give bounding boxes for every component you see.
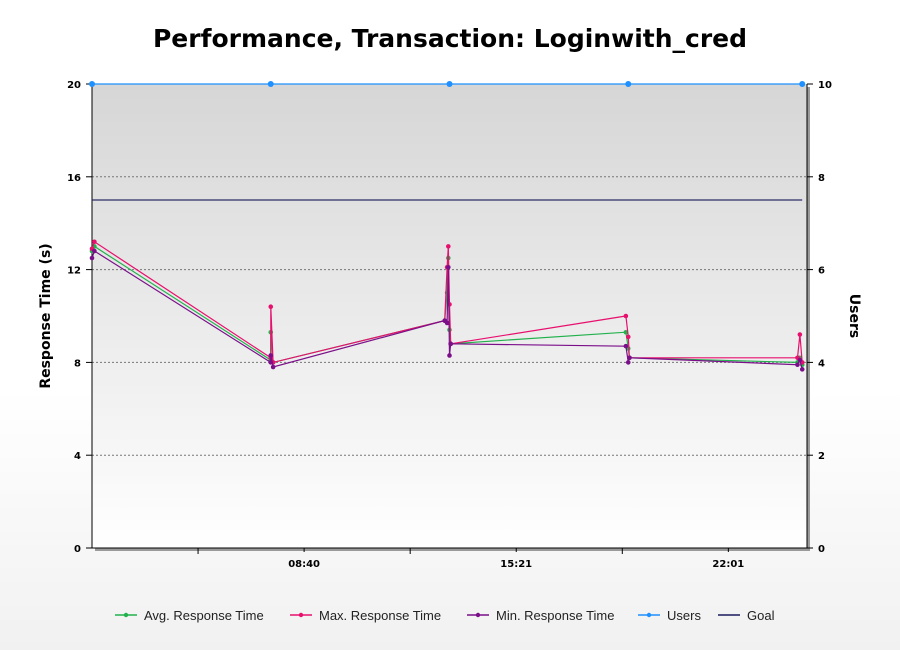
- x-tick-label: 15:21: [500, 559, 532, 570]
- data-point-users: [267, 81, 274, 87]
- data-point-min-response-time: [799, 367, 805, 372]
- legend-label-goal: Goal: [747, 608, 775, 623]
- data-point-min-response-time: [89, 255, 95, 261]
- legend-item-goal: Goal: [718, 608, 775, 623]
- data-point-min-response-time: [268, 353, 274, 358]
- data-point-users: [446, 81, 453, 87]
- y-tick-label: 20: [67, 80, 81, 91]
- y2-tick-label: 10: [818, 80, 832, 91]
- legend-item-avg-response-time: Avg. Response Time: [115, 608, 264, 623]
- y2-tick-label: 0: [818, 544, 825, 555]
- data-point-max-response-time: [797, 332, 803, 337]
- data-point-max-response-time: [268, 304, 274, 310]
- data-point-min-response-time: [268, 360, 274, 365]
- data-point-min-response-time: [447, 353, 452, 358]
- tick-labels: 0 4 8 12 16 20 0 2 4 6 8 10 08:40 15:21 22:01: [67, 80, 832, 570]
- legend-marker-min-response-time: [475, 612, 481, 618]
- data-point-users: [799, 81, 806, 87]
- legend: Avg. Response Time Max. Response Time Min.…: [115, 608, 775, 623]
- series-users: [89, 81, 806, 87]
- legend-item-users: Users: [638, 608, 701, 623]
- data-point-min-response-time: [795, 362, 800, 368]
- x-tick-label: 08:40: [288, 559, 320, 570]
- data-point-avg-response-time: [623, 329, 629, 335]
- legend-label-users: Users: [667, 608, 701, 623]
- data-point-max-response-time: [92, 239, 97, 245]
- legend-item-min-response-time: Min. Response Time: [467, 608, 615, 623]
- legend-marker-users: [646, 612, 652, 618]
- data-point-min-response-time: [446, 264, 451, 270]
- series-min-response-time: [89, 248, 805, 372]
- y2-tick-label: 2: [818, 451, 825, 462]
- series-line-min-response-time: [91, 250, 803, 370]
- data-point-min-response-time: [270, 364, 276, 370]
- data-point-min-response-time: [623, 343, 629, 349]
- y-tick-label: 8: [74, 358, 81, 369]
- y-tick-label: 4: [74, 451, 81, 462]
- chart-title: Performance, Transaction: Loginwith_cred: [153, 24, 747, 53]
- legend-label-min-response-time: Min. Response Time: [496, 608, 615, 623]
- data-point-min-response-time: [448, 341, 453, 347]
- data-point-max-response-time: [623, 313, 629, 319]
- data-point-users: [89, 81, 95, 87]
- y2-tick-label: 8: [818, 173, 825, 184]
- y-tick-label: 0: [74, 544, 81, 555]
- data-point-min-response-time: [625, 360, 631, 365]
- data-point-max-response-time: [625, 334, 631, 340]
- grid-lines: [92, 176, 807, 456]
- data-point-min-response-time: [627, 355, 632, 361]
- data-point-min-response-time: [92, 248, 97, 254]
- legend-item-max-response-time: Max. Response Time: [290, 608, 441, 623]
- axes: [86, 83, 813, 554]
- legend-label-max-response-time: Max. Response Time: [319, 608, 441, 623]
- y2-tick-label: 4: [818, 358, 825, 369]
- data-point-min-response-time: [444, 320, 450, 326]
- y-axis-title: Response Time (s): [38, 243, 54, 388]
- data-point-users: [625, 81, 632, 87]
- y-tick-label: 16: [67, 173, 81, 184]
- legend-label-avg-response-time: Avg. Response Time: [144, 608, 264, 623]
- x-tick-label: 22:01: [712, 559, 744, 570]
- y2-tick-label: 6: [818, 266, 825, 277]
- y2-axis-title: Users: [846, 294, 862, 338]
- series-layer: [89, 81, 806, 372]
- y-tick-label: 12: [67, 266, 81, 277]
- legend-marker-avg-response-time: [123, 612, 129, 618]
- legend-marker-max-response-time: [298, 612, 304, 618]
- data-point-min-response-time: [797, 357, 803, 363]
- data-point-max-response-time: [446, 244, 451, 249]
